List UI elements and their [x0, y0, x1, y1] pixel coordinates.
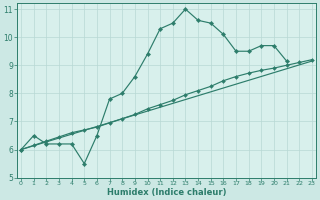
- X-axis label: Humidex (Indice chaleur): Humidex (Indice chaleur): [107, 188, 226, 197]
